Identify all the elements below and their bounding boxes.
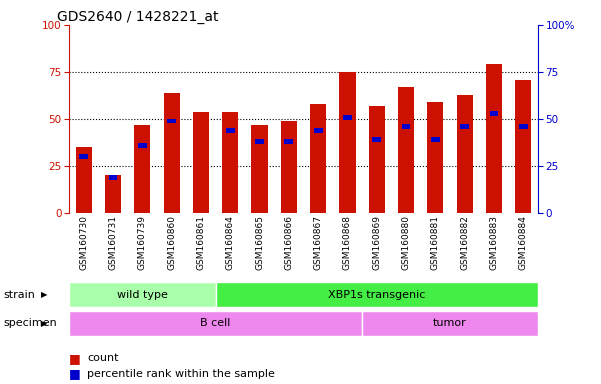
Text: count: count	[87, 353, 118, 363]
Text: GSM160731: GSM160731	[109, 215, 118, 270]
Bar	[281, 121, 297, 213]
Bar	[109, 175, 117, 180]
Text: percentile rank within the sample: percentile rank within the sample	[87, 369, 275, 379]
Bar	[251, 125, 267, 213]
Bar	[343, 115, 352, 119]
Bar	[314, 128, 323, 133]
Bar	[519, 124, 528, 129]
Bar	[401, 124, 410, 129]
Text: ■: ■	[69, 352, 81, 365]
Bar	[163, 93, 180, 213]
Text: GSM160861: GSM160861	[197, 215, 206, 270]
Text: GSM160864: GSM160864	[226, 215, 235, 270]
Bar	[138, 143, 147, 148]
Text: GSM160730: GSM160730	[79, 215, 88, 270]
Bar	[460, 124, 469, 129]
Text: GSM160882: GSM160882	[460, 215, 469, 270]
Text: GSM160867: GSM160867	[314, 215, 323, 270]
Bar	[76, 147, 92, 213]
Bar	[255, 139, 264, 144]
Text: GDS2640 / 1428221_at: GDS2640 / 1428221_at	[57, 10, 219, 23]
Text: ▶: ▶	[41, 290, 47, 300]
Text: XBP1s transgenic: XBP1s transgenic	[328, 290, 426, 300]
Bar	[431, 137, 440, 142]
Text: GSM160869: GSM160869	[372, 215, 381, 270]
Text: specimen: specimen	[3, 318, 56, 328]
FancyBboxPatch shape	[69, 283, 216, 307]
Bar	[368, 106, 385, 213]
Text: GSM160866: GSM160866	[284, 215, 293, 270]
Bar	[284, 139, 293, 144]
Bar	[490, 111, 498, 116]
Bar	[373, 137, 381, 142]
Text: strain: strain	[3, 290, 35, 300]
Bar	[427, 102, 444, 213]
Bar	[105, 175, 121, 213]
FancyBboxPatch shape	[69, 311, 362, 336]
Bar	[226, 128, 234, 133]
Text: GSM160880: GSM160880	[401, 215, 410, 270]
Bar	[222, 111, 239, 213]
Bar	[193, 111, 209, 213]
Bar	[457, 94, 473, 213]
Bar	[486, 65, 502, 213]
Bar	[515, 79, 531, 213]
Text: ▶: ▶	[41, 319, 47, 328]
Text: GSM160884: GSM160884	[519, 215, 528, 270]
Bar	[79, 154, 88, 159]
Text: GSM160865: GSM160865	[255, 215, 264, 270]
Text: GSM160881: GSM160881	[431, 215, 440, 270]
Text: GSM160860: GSM160860	[167, 215, 176, 270]
Bar	[167, 119, 176, 123]
Text: ■: ■	[69, 367, 81, 380]
Bar	[398, 87, 414, 213]
Bar	[340, 72, 356, 213]
FancyBboxPatch shape	[362, 311, 538, 336]
Text: wild type: wild type	[117, 290, 168, 300]
Text: B cell: B cell	[200, 318, 231, 328]
Bar	[134, 125, 150, 213]
Text: tumor: tumor	[433, 318, 467, 328]
FancyBboxPatch shape	[216, 283, 538, 307]
Text: GSM160883: GSM160883	[489, 215, 498, 270]
Text: GSM160868: GSM160868	[343, 215, 352, 270]
Text: GSM160739: GSM160739	[138, 215, 147, 270]
Bar	[310, 104, 326, 213]
